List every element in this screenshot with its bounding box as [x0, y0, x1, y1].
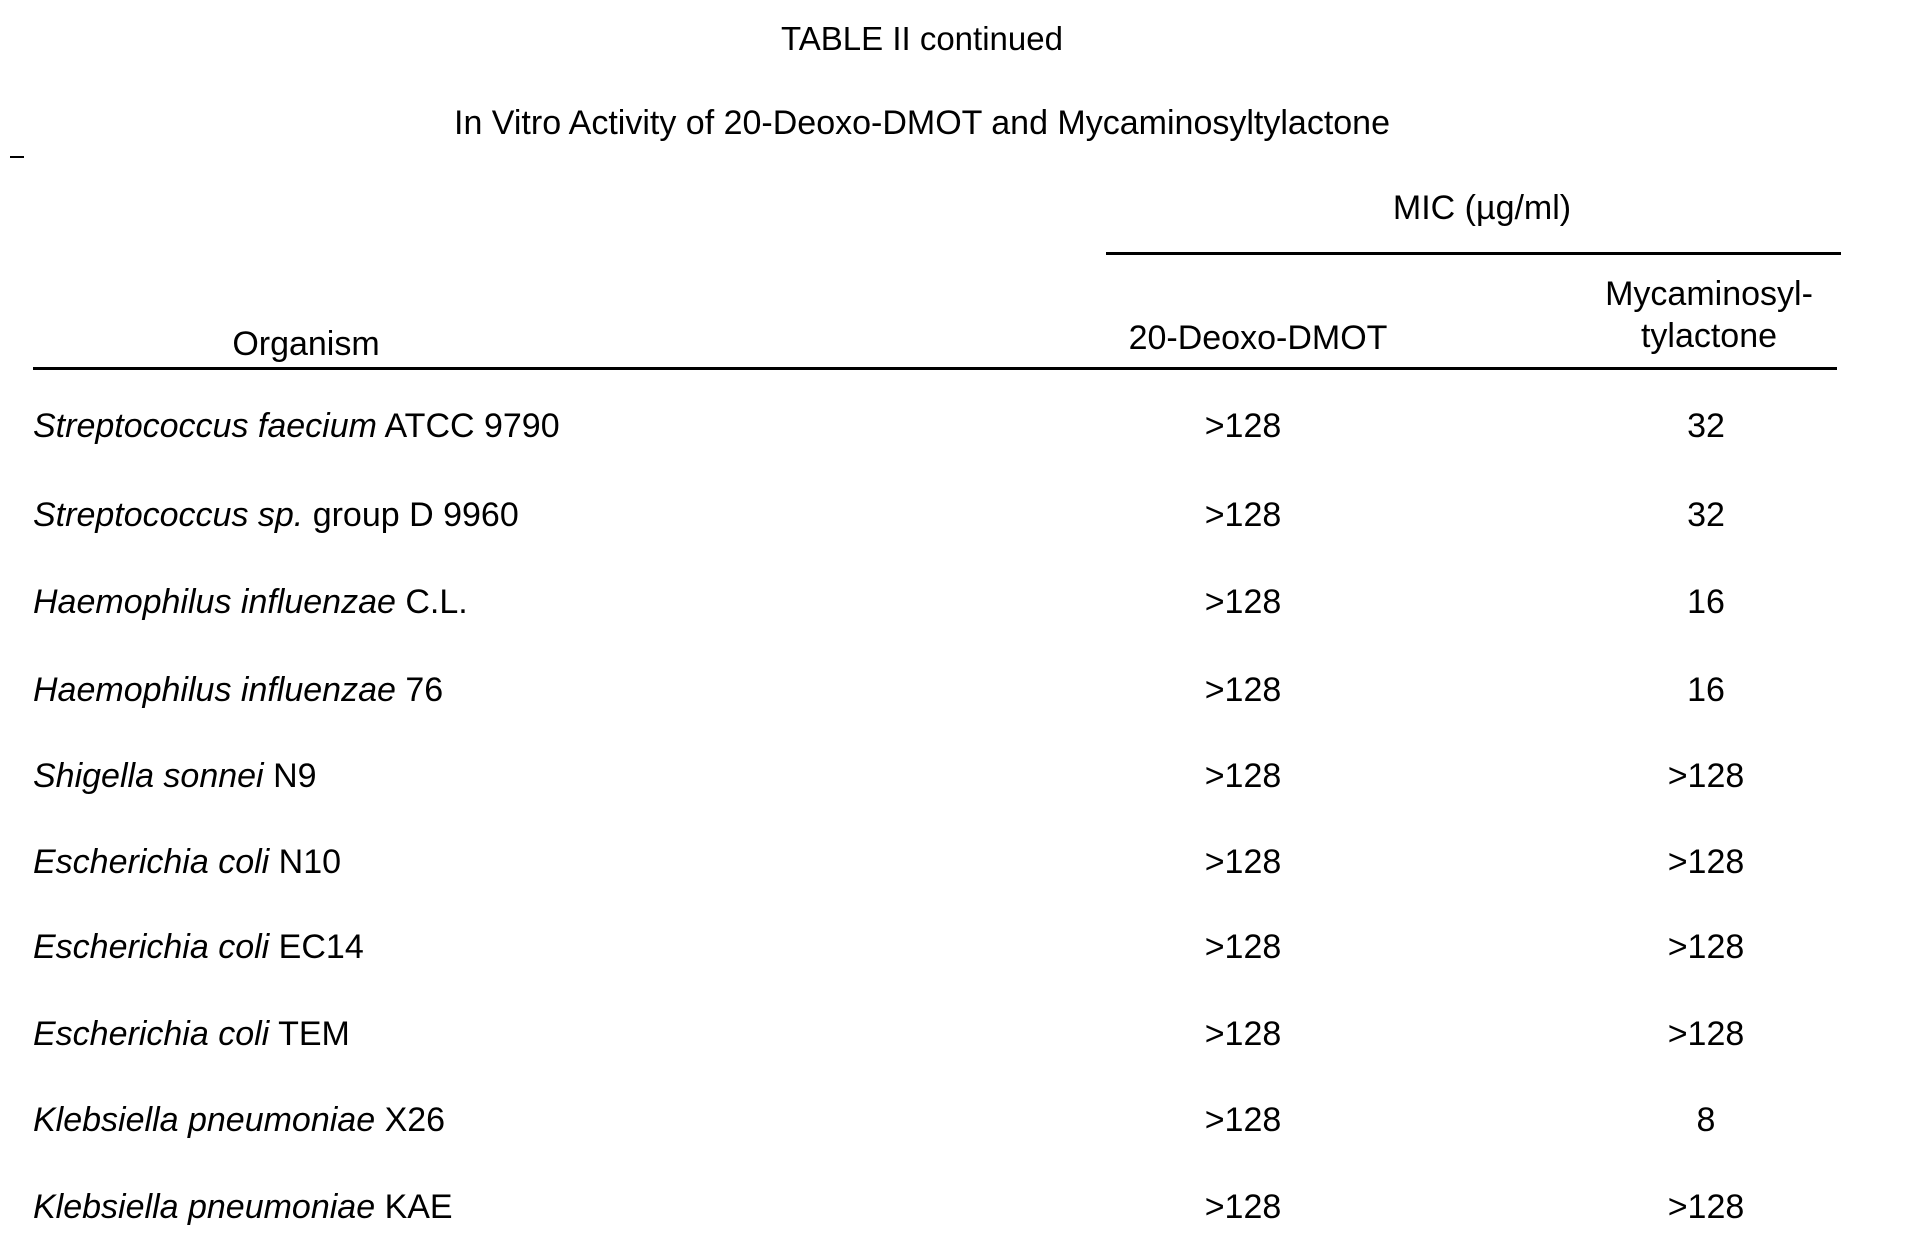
strain-name: TEM [278, 1015, 350, 1053]
col-b-value: >128 [1668, 1190, 1745, 1224]
col-a-value: >128 [1205, 409, 1282, 443]
species-name: Klebsiella pneumoniae [33, 1101, 375, 1139]
strain-name: 76 [405, 671, 443, 709]
strain-name: N10 [279, 843, 341, 881]
organism-cell: Streptococcus faecium ATCC 9790 [33, 409, 560, 443]
col-organism-header: Organism [232, 327, 379, 361]
col-b-value: 16 [1687, 585, 1725, 619]
col-b-value: 16 [1687, 673, 1725, 707]
col-b-value: 32 [1687, 409, 1725, 443]
col-b-value: >128 [1668, 930, 1745, 964]
strain-name: C.L. [405, 583, 467, 621]
organism-cell: Escherichia coli TEM [33, 1017, 350, 1051]
table-title: TABLE II continued [781, 22, 1063, 55]
species-name: Streptococcus faecium [33, 407, 377, 445]
organism-cell: Klebsiella pneumoniae X26 [33, 1103, 445, 1137]
organism-cell: Klebsiella pneumoniae KAE [33, 1190, 453, 1224]
strain-name: X26 [385, 1101, 446, 1139]
col-a-value: >128 [1205, 845, 1282, 879]
species-name: Escherichia coli [33, 928, 269, 966]
strain-name: KAE [385, 1188, 453, 1226]
organism-cell: Streptococcus sp. group D 9960 [33, 498, 519, 532]
species-name: Escherichia coli [33, 843, 269, 881]
organism-cell: Escherichia coli EC14 [33, 930, 364, 964]
mic-group-rule [1106, 252, 1841, 255]
col-a-header: 20-Deoxo-DMOT [1129, 321, 1388, 355]
col-b-value: 8 [1697, 1103, 1716, 1137]
strain-name: group D 9960 [313, 496, 519, 534]
species-name: Haemophilus influenzae [33, 583, 396, 621]
col-a-value: >128 [1205, 1017, 1282, 1051]
col-b-header-line1: Mycaminosyl- [1605, 277, 1813, 311]
scan-mark [10, 156, 24, 158]
organism-cell: Escherichia coli N10 [33, 845, 341, 879]
col-a-value: >128 [1205, 759, 1282, 793]
species-name: Escherichia coli [33, 1015, 269, 1053]
strain-name: N9 [273, 757, 316, 795]
species-name: Klebsiella pneumoniae [33, 1188, 375, 1226]
col-b-value: 32 [1687, 498, 1725, 532]
organism-cell: Haemophilus influenzae 76 [33, 673, 443, 707]
col-a-value: >128 [1205, 498, 1282, 532]
header-rule [33, 367, 1837, 370]
col-a-value: >128 [1205, 1190, 1282, 1224]
col-a-value: >128 [1205, 585, 1282, 619]
table-subtitle: In Vitro Activity of 20-Deoxo-DMOT and M… [454, 106, 1390, 140]
species-name: Haemophilus influenzae [33, 671, 396, 709]
mic-group-header: MIC (µg/ml) [1393, 191, 1571, 225]
col-a-value: >128 [1205, 1103, 1282, 1137]
col-b-value: >128 [1668, 1017, 1745, 1051]
organism-cell: Haemophilus influenzae C.L. [33, 585, 468, 619]
col-b-value: >128 [1668, 759, 1745, 793]
species-name: Streptococcus sp. [33, 496, 303, 534]
strain-name: EC14 [279, 928, 364, 966]
species-name: Shigella sonnei [33, 757, 264, 795]
strain-name: ATCC 9790 [385, 407, 560, 445]
col-a-value: >128 [1205, 930, 1282, 964]
col-b-value: >128 [1668, 845, 1745, 879]
col-a-value: >128 [1205, 673, 1282, 707]
col-b-header-line2: tylactone [1641, 319, 1777, 353]
organism-cell: Shigella sonnei N9 [33, 759, 317, 793]
